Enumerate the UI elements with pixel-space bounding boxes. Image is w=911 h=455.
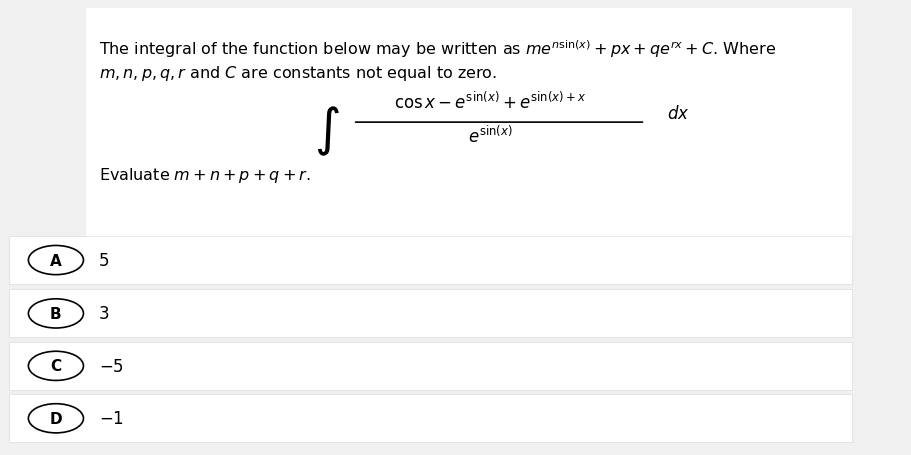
Text: $\cos x - e^{\sin(x)} + e^{\sin(x)+x}$: $\cos x - e^{\sin(x)} + e^{\sin(x)+x}$ [394, 91, 586, 112]
Text: $e^{\sin(x)}$: $e^{\sin(x)}$ [467, 125, 512, 146]
FancyBboxPatch shape [8, 237, 851, 284]
Text: 3: 3 [98, 305, 109, 323]
Circle shape [28, 352, 84, 380]
Text: $-5$: $-5$ [98, 357, 124, 375]
Circle shape [28, 404, 84, 433]
Text: D: D [49, 411, 62, 426]
Text: $\int$: $\int$ [313, 105, 340, 158]
FancyBboxPatch shape [8, 9, 851, 264]
Text: $m, n, p, q, r$ and $C$ are constants not equal to zero.: $m, n, p, q, r$ and $C$ are constants no… [98, 64, 496, 83]
Circle shape [28, 246, 84, 275]
Circle shape [28, 299, 84, 329]
Text: $-1$: $-1$ [98, 410, 124, 427]
Text: The integral of the function below may be written as $me^{n\sin(x)} + px + qe^{r: The integral of the function below may b… [98, 39, 775, 61]
Text: C: C [50, 359, 61, 374]
Text: A: A [50, 253, 62, 268]
Text: $dx$: $dx$ [666, 105, 689, 122]
Text: Evaluate $m + n + p + q + r$.: Evaluate $m + n + p + q + r$. [98, 166, 310, 185]
Text: 5: 5 [98, 252, 109, 269]
FancyBboxPatch shape [8, 342, 851, 390]
FancyBboxPatch shape [8, 9, 86, 264]
FancyBboxPatch shape [8, 394, 851, 442]
FancyBboxPatch shape [8, 290, 851, 338]
Text: B: B [50, 306, 62, 321]
